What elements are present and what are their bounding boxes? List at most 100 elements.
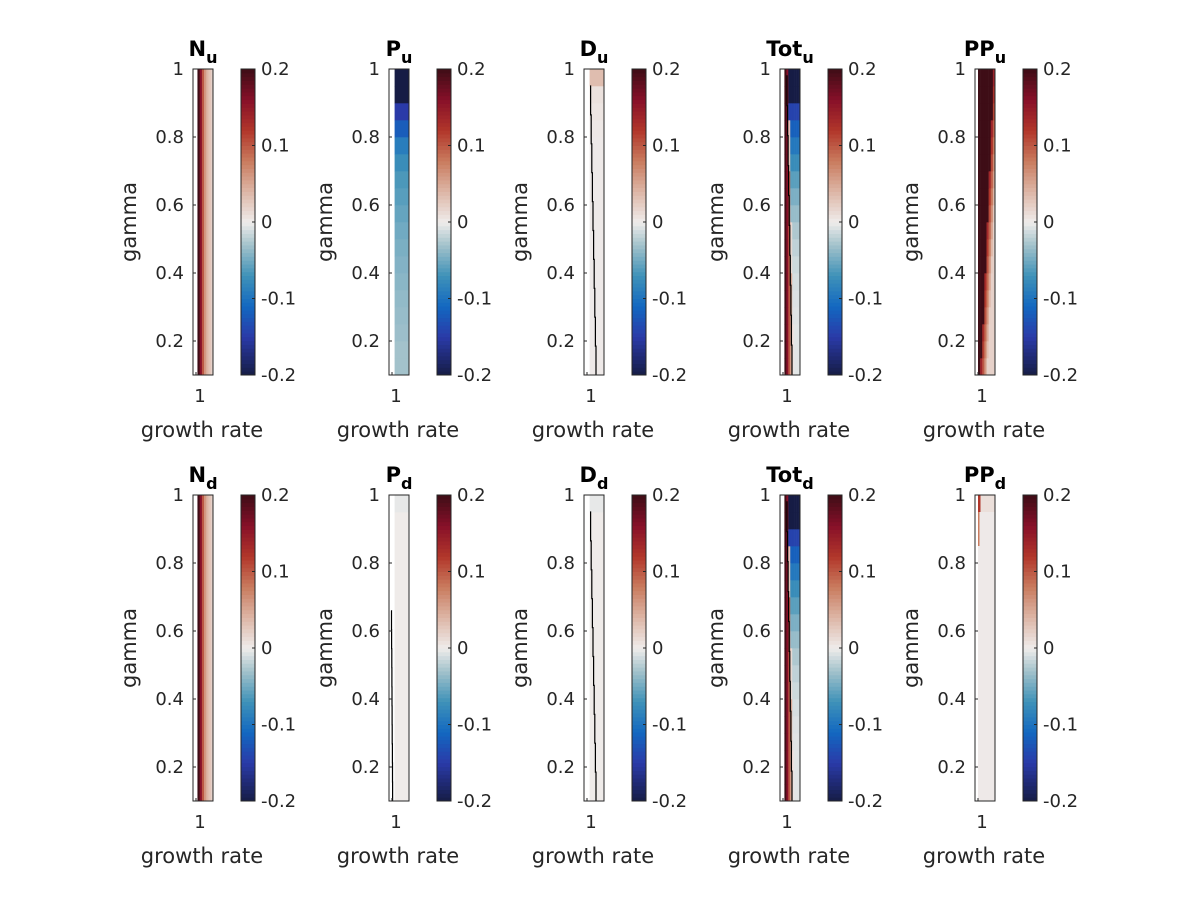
colorbar-segment	[632, 762, 646, 768]
colorbar-segment	[1023, 540, 1037, 546]
colorbar-segment	[828, 655, 842, 660]
heatmap-cell	[988, 120, 992, 138]
colorbar-segment	[632, 118, 646, 124]
colorbar-segment	[437, 176, 451, 181]
heatmap-cell	[199, 69, 203, 375]
heatmap-cell	[784, 665, 787, 683]
colorbar-tick-label: -0.1	[652, 289, 687, 310]
heatmap-cell	[794, 512, 797, 530]
colorbar-segment	[437, 118, 451, 124]
colorbar-segment	[632, 244, 646, 250]
heatmap-cell	[978, 171, 981, 189]
heatmap-cell	[992, 222, 996, 240]
colorbar-segment	[828, 743, 842, 748]
colorbar-segment	[1023, 747, 1037, 752]
colorbar-segment	[241, 329, 255, 334]
colorbar-segment	[632, 751, 646, 756]
heatmap-cell	[589, 563, 604, 581]
colorbar-tick-label: 0	[261, 638, 272, 659]
colorbar-segment	[437, 218, 451, 223]
colorbar-segment	[241, 716, 255, 722]
colorbar-segment	[437, 233, 451, 238]
colorbar-segment	[828, 582, 842, 588]
colorbar-segment	[632, 690, 646, 695]
heatmap-cell	[982, 86, 985, 104]
colorbar-segment	[241, 214, 255, 219]
colorbar-segment	[632, 720, 646, 725]
colorbar-segment	[1023, 264, 1037, 269]
colorbar: -0.2-0.100.10.2	[436, 59, 492, 386]
heatmap-cell	[589, 120, 604, 138]
heatmap-cell	[796, 205, 799, 223]
colorbar-segment	[437, 735, 451, 741]
colorbar-segment	[1023, 575, 1037, 580]
colorbar: -0.2-0.100.10.2	[436, 485, 492, 812]
colorbar-segment	[437, 525, 451, 530]
colorbar-segment	[437, 697, 451, 703]
heatmap-cell	[784, 205, 787, 223]
colorbar-segment	[632, 644, 646, 649]
colorbar-segment	[632, 781, 646, 787]
colorbar-segment	[828, 187, 842, 192]
heatmap-cell	[988, 103, 992, 121]
heatmap-cell	[984, 290, 987, 308]
colorbar-segment	[241, 582, 255, 588]
heatmap-cell	[790, 154, 793, 172]
colorbar-segment	[241, 164, 255, 169]
colorbar-segment	[241, 594, 255, 599]
colorbar-segment	[632, 145, 646, 150]
title-main: PP	[964, 463, 995, 487]
heatmap-cell	[786, 699, 789, 717]
colorbar-segment	[1023, 625, 1037, 630]
heatmap-cell	[786, 580, 789, 598]
heatmap-cell	[978, 307, 981, 325]
colorbar-segment	[437, 709, 451, 714]
colorbar-segment	[828, 659, 842, 664]
heatmap-cell	[796, 665, 799, 683]
heatmap-cell	[204, 495, 207, 801]
colorbar-segment	[828, 145, 842, 150]
heatmap-cell	[992, 69, 996, 87]
colorbar-segment	[241, 514, 255, 519]
colorbar-segment	[241, 567, 255, 572]
colorbar-segment	[828, 225, 842, 231]
colorbar-segment	[828, 76, 842, 81]
colorbar-segment	[828, 602, 842, 607]
colorbar-segment	[437, 99, 451, 104]
colorbar-segment	[437, 241, 451, 246]
heatmap-cell	[786, 137, 789, 155]
heatmap-cell	[988, 358, 992, 376]
heatmap-cell	[798, 733, 801, 751]
colorbar-segment	[437, 237, 451, 242]
colorbar-segment	[1023, 774, 1037, 779]
colorbar-segment	[241, 747, 255, 752]
title-subscript: d	[597, 474, 608, 493]
heatmap-cell	[990, 341, 994, 359]
colorbar-segment	[437, 72, 451, 78]
colorbar-segment	[241, 141, 255, 146]
colorbar-segment	[1023, 785, 1037, 791]
heatmap-cell	[792, 784, 795, 802]
heatmap-cell	[394, 137, 409, 155]
colorbar-segment	[1023, 502, 1037, 507]
colorbar-segment	[241, 674, 255, 680]
heatmap-cell	[794, 784, 797, 802]
y-tick-label: 1	[173, 59, 184, 80]
colorbar-segment	[437, 594, 451, 599]
heatmap-cell	[589, 716, 604, 734]
heatmap-cell	[992, 307, 996, 325]
heatmap-cell	[786, 767, 789, 785]
colorbar-tick-label: 0.1	[457, 136, 486, 157]
heatmap-cell	[394, 716, 409, 734]
colorbar-segment	[437, 552, 451, 557]
heatmap-cell	[798, 307, 801, 325]
y-tick-label: 1	[564, 485, 575, 506]
colorbar-segment	[241, 271, 255, 277]
heatmap-cell	[796, 222, 799, 240]
heatmap-cell	[394, 171, 409, 189]
heatmap-cell	[798, 665, 801, 683]
colorbar-segment	[828, 111, 842, 116]
colorbar-segment	[437, 80, 451, 85]
colorbar-segment	[437, 202, 451, 208]
heatmap-cell	[978, 86, 981, 104]
